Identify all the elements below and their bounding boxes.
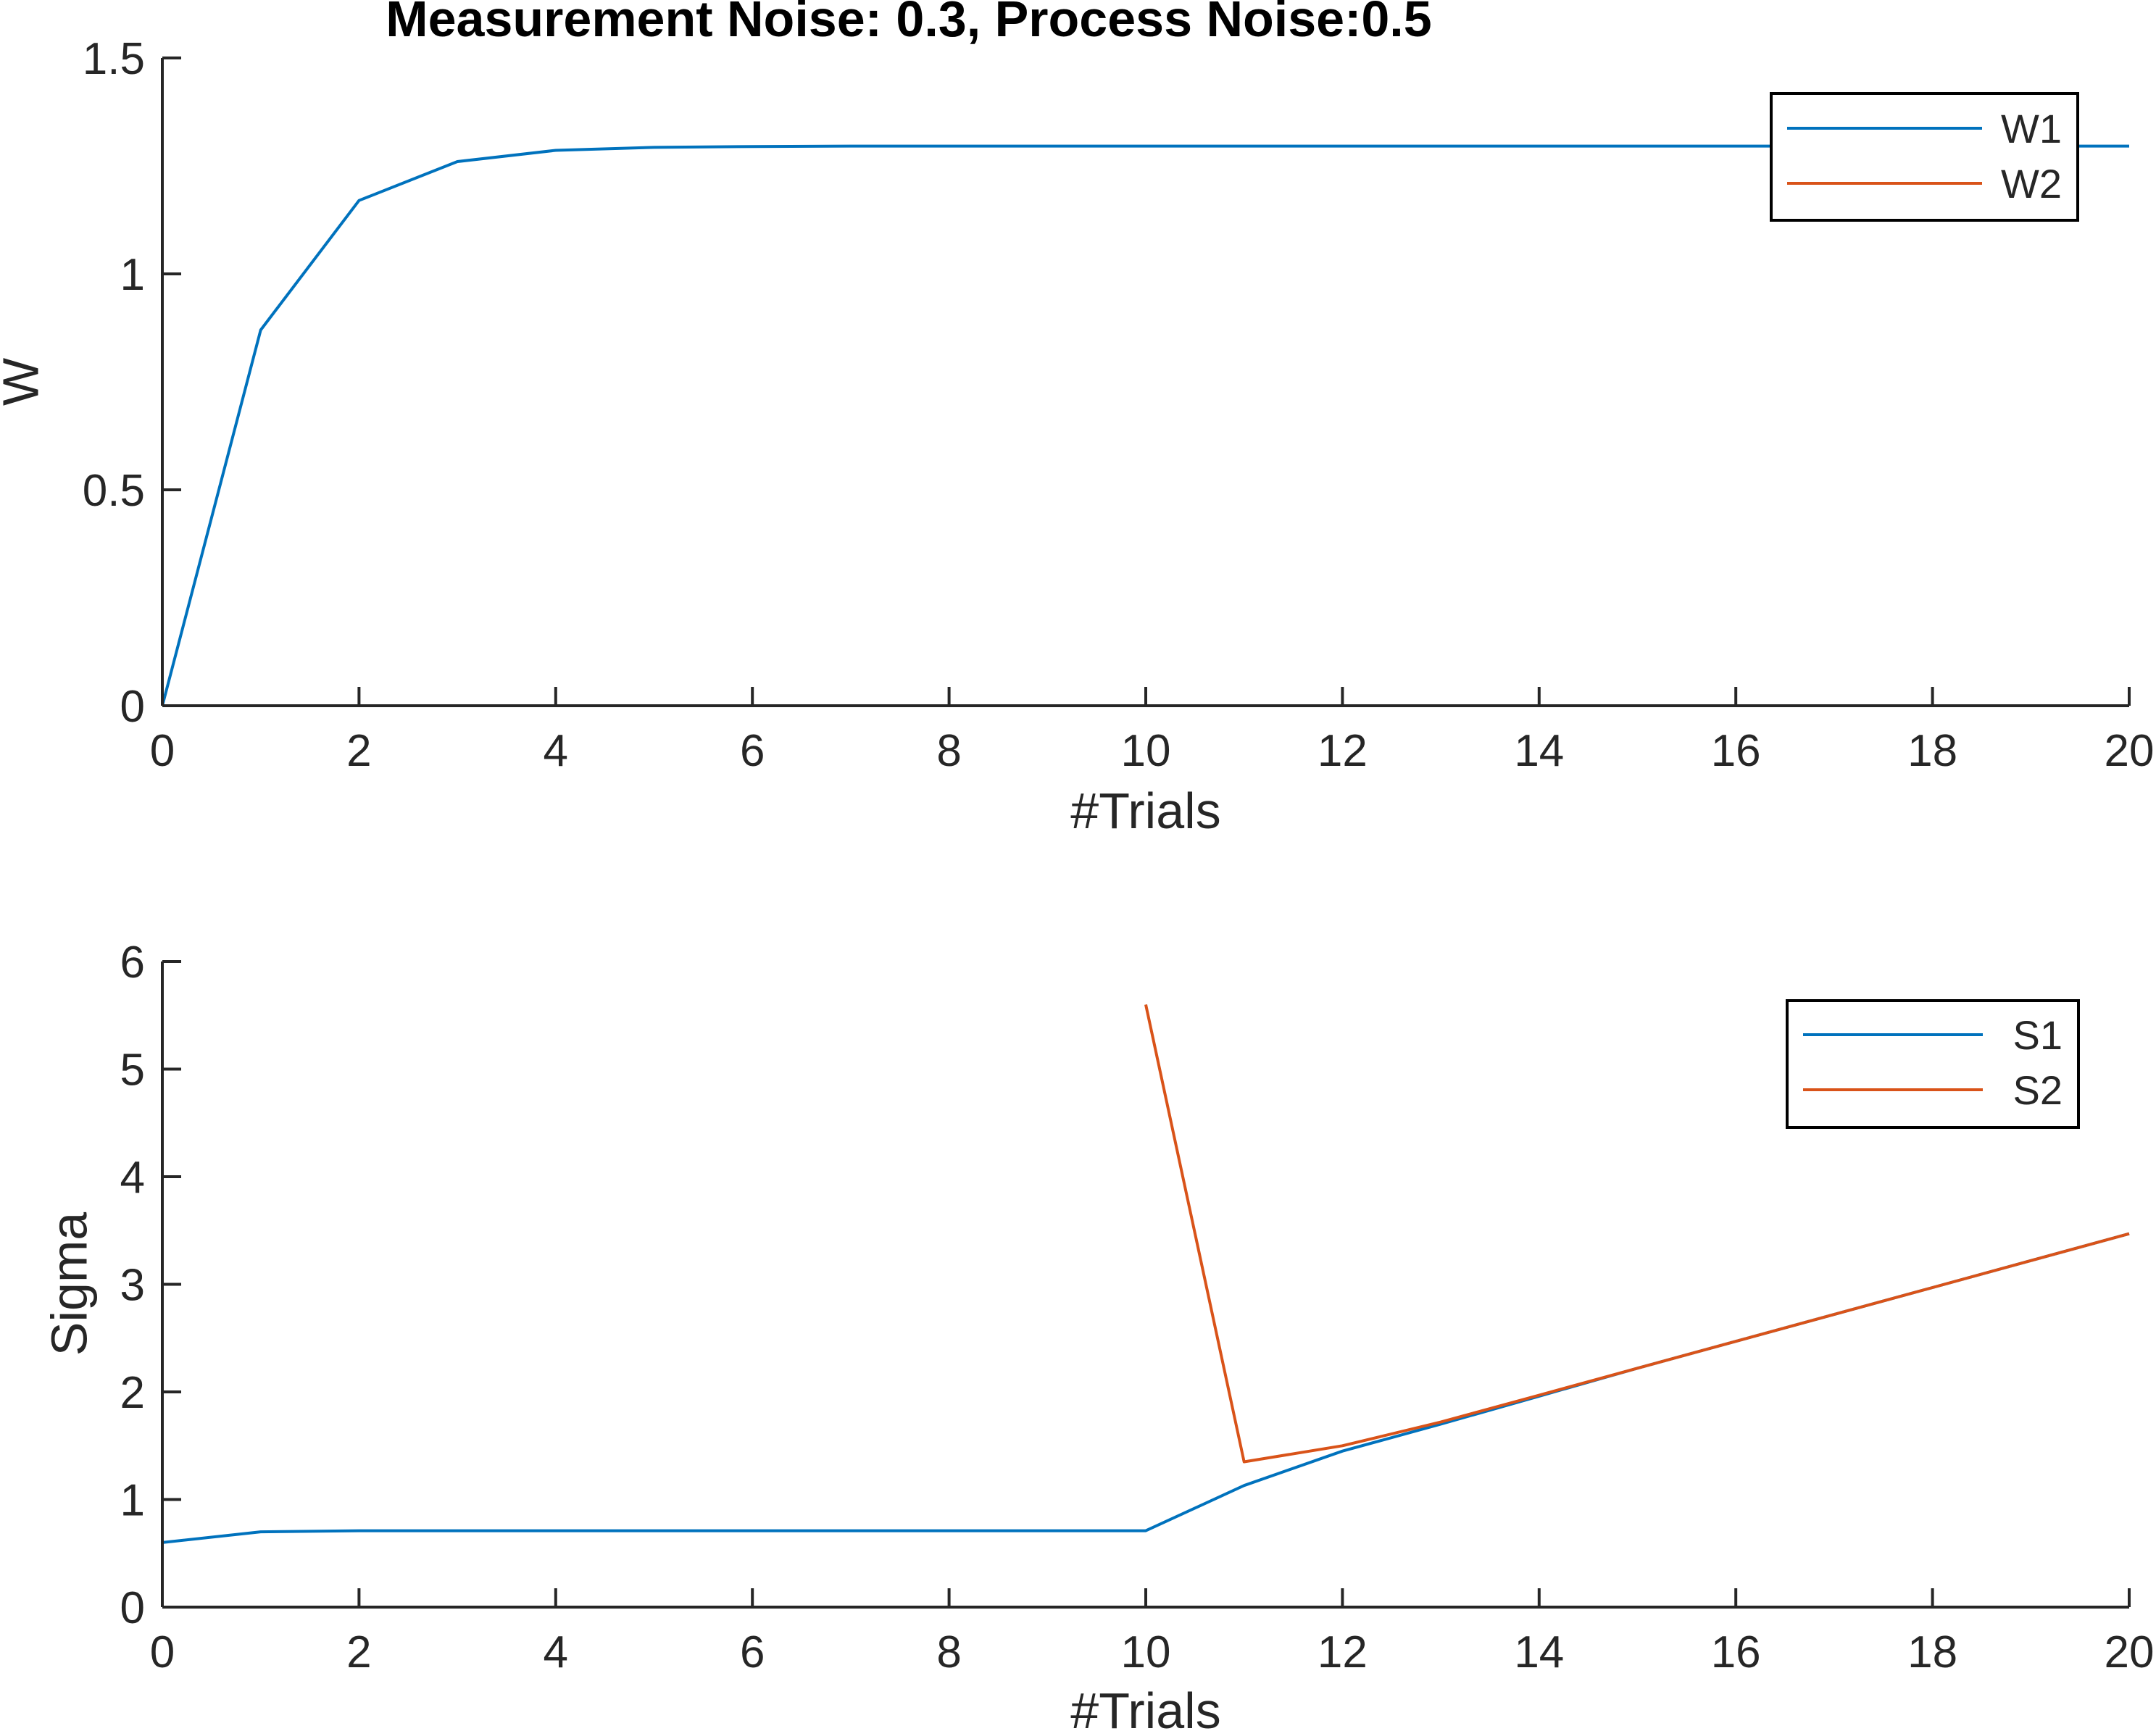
legend-label-s2: S2	[2013, 1067, 2063, 1113]
series-line-s1	[162, 1232, 2130, 1544]
x-tick-label: 20	[2105, 1627, 2155, 1677]
y-tick-label: 3	[120, 1261, 145, 1311]
y-tick-label: 2	[120, 1368, 145, 1418]
series-line-s2	[1144, 1004, 2130, 1464]
legend-label-s1: S1	[2013, 1012, 2063, 1058]
x-tick-label: 0	[150, 1627, 175, 1677]
y-tick-label: 0.5	[83, 466, 145, 516]
y-tick-label: 0	[120, 682, 145, 732]
x-tick-label: 6	[740, 726, 765, 776]
x-tick-label: 8	[936, 1627, 961, 1677]
top-plot-ylabel: W	[0, 358, 49, 406]
legend-label-w1: W1	[2001, 106, 2062, 151]
top-plot-w: 0 2 4 6 8 10 12 14 16 18 20 0 0.5 1 1.5 #Trials W W1 W…	[0, 34, 2154, 839]
top-plot-legend: W1 W2	[1770, 92, 2079, 222]
x-tick-label: 10	[1121, 726, 1171, 776]
legend-label-w2: W2	[2001, 161, 2062, 207]
x-tick-label: 14	[1514, 726, 1564, 776]
x-tick-label: 20	[2105, 726, 2155, 776]
x-tick-label: 14	[1514, 1627, 1564, 1677]
x-tick-label: 8	[936, 726, 961, 776]
x-tick-label: 4	[544, 1627, 568, 1677]
x-tick-label: 16	[1711, 726, 1761, 776]
x-tick-label: 4	[544, 726, 568, 776]
x-tick-label: 12	[1318, 1627, 1368, 1677]
bottom-plot-series	[162, 1004, 2130, 1544]
y-tick-label: 4	[120, 1153, 145, 1203]
bottom-plot-ylabel: Sigma	[41, 1212, 98, 1356]
series-line-w1	[161, 144, 2129, 706]
x-tick-label: 2	[346, 726, 371, 776]
top-plot-legend-box	[1770, 92, 2079, 222]
y-tick-label: 0	[120, 1583, 145, 1633]
y-tick-label: 1.5	[83, 34, 145, 84]
y-tick-label: 6	[120, 938, 145, 988]
top-plot-ticks: 0 2 4 6 8 10 12 14 16 18 20 0 0.5 1 1.5	[83, 34, 2155, 776]
x-tick-label: 10	[1121, 1627, 1171, 1677]
x-tick-label: 18	[1907, 1627, 1957, 1677]
y-tick-label: 1	[120, 1476, 145, 1526]
x-tick-label: 12	[1318, 726, 1368, 776]
figure-title: Measurement Noise: 0.3, Process Noise:0.…	[386, 0, 1431, 47]
y-tick-label: 1	[120, 250, 145, 300]
bottom-plot-legend-box	[1786, 999, 2080, 1129]
top-plot-series	[161, 144, 2129, 707]
bottom-plot-xlabel: #Trials	[1070, 1682, 1220, 1731]
bottom-plot-legend: S1 S2	[1786, 999, 2080, 1129]
top-plot-xlabel: #Trials	[1070, 783, 1220, 839]
x-tick-label: 18	[1907, 726, 1957, 776]
y-tick-label: 5	[120, 1046, 145, 1096]
x-tick-label: 6	[740, 1627, 765, 1677]
x-tick-label: 2	[346, 1627, 371, 1677]
x-tick-label: 0	[150, 726, 175, 776]
x-tick-label: 16	[1711, 1627, 1761, 1677]
